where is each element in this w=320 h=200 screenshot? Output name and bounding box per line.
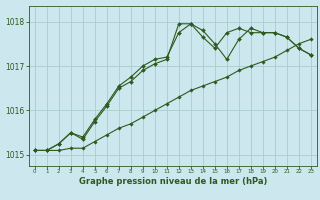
X-axis label: Graphe pression niveau de la mer (hPa): Graphe pression niveau de la mer (hPa) — [79, 177, 267, 186]
